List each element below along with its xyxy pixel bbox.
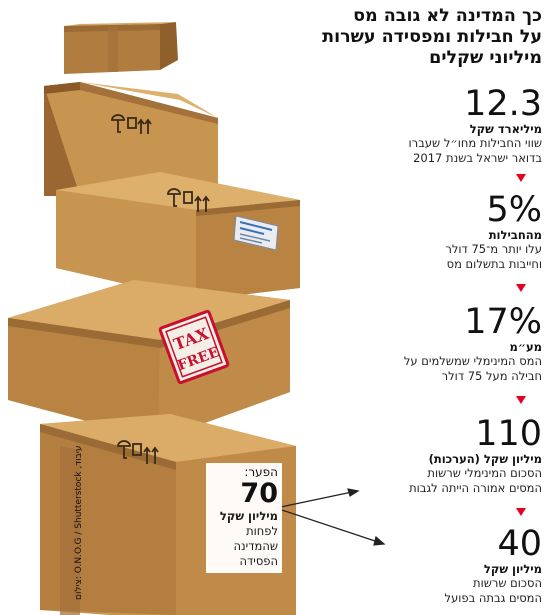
- gap-value: 70: [240, 478, 278, 509]
- stat-unit: מיליון שקל: [483, 562, 542, 576]
- stat-description: שווי החבילות מחו״ל שעברו בדואר ישראל בשנת…: [408, 136, 542, 165]
- gap-label: הפער:: [244, 465, 278, 479]
- title-line: כך המדינה לא גובה מס: [353, 6, 542, 26]
- title-line: מיליוני שקלים: [429, 48, 542, 68]
- stat-item: 110 מיליון שקל (הערכות) הסכום המינימלי ש…: [367, 416, 542, 496]
- gap-callout: הפער: 70 מיליון שקל לפחות שהמדינה הפסידה: [206, 463, 282, 573]
- stat-value: 5%: [486, 190, 542, 230]
- shipping-label: [233, 215, 279, 251]
- gap-unit: מיליון שקל: [219, 509, 278, 523]
- tax-free-stamp: TAX FREE: [158, 309, 230, 385]
- stat-unit: מע״מ: [509, 340, 542, 354]
- stat-value: 110: [475, 414, 542, 454]
- red-triangle-marker: [516, 396, 526, 404]
- stat-description: עלו יותר מ־75 דולר וחייבות בתשלום מס: [445, 242, 542, 271]
- box-3: [56, 172, 300, 300]
- fragile-icons: [117, 440, 159, 464]
- stat-value: 12.3: [464, 84, 542, 124]
- stat-item: 40 מיליון שקל הסכום שרשות המסים גבתה בפוע…: [367, 526, 542, 606]
- photo-credit: צילום: O.N.O.G / Shutterstock ,עיבוד: [74, 445, 84, 600]
- stat-value: 40: [497, 524, 542, 564]
- fragile-icons: [111, 114, 152, 134]
- red-triangle-marker: [516, 508, 526, 516]
- box-4: TAX FREE: [8, 280, 290, 440]
- stat-unit: מהחבילות: [488, 228, 542, 242]
- stat-item: 5% מהחבילות עלו יותר מ־75 דולר וחייבות בת…: [367, 192, 542, 272]
- stat-unit: מיליון שקל (הערכות): [428, 452, 542, 466]
- red-triangle-marker: [516, 284, 526, 292]
- fragile-icons: [167, 188, 210, 212]
- red-triangle-marker: [516, 174, 526, 182]
- stat-unit: מיליארד שקל: [469, 122, 542, 136]
- stat-description: הסכום המינימלי שרשות המסים אמורה הייתה לג…: [409, 466, 542, 495]
- stat-description: הסכום שרשות המסים גבתה בפועל: [444, 576, 542, 605]
- gap-text: לפחות שהמדינה הפסידה: [233, 524, 278, 568]
- stat-value: 17%: [464, 302, 542, 342]
- gap-arrows: [275, 488, 386, 546]
- title-line: על חבילות ומפסידה עשרות: [322, 27, 542, 47]
- box-2: [44, 82, 218, 200]
- box-1: [64, 22, 178, 74]
- stat-item: 17% מע״מ המס המינימלי שמשלמים על חבילה מע…: [367, 304, 542, 384]
- stat-description: המס המינימלי שמשלמים על חבילה מעל 75 דולר: [403, 354, 542, 383]
- infographic-title: כך המדינה לא גובה מס על חבילות ומפסידה ע…: [282, 6, 542, 69]
- stat-item: 12.3 מיליארד שקל שווי החבילות מחו״ל שעבר…: [367, 86, 542, 166]
